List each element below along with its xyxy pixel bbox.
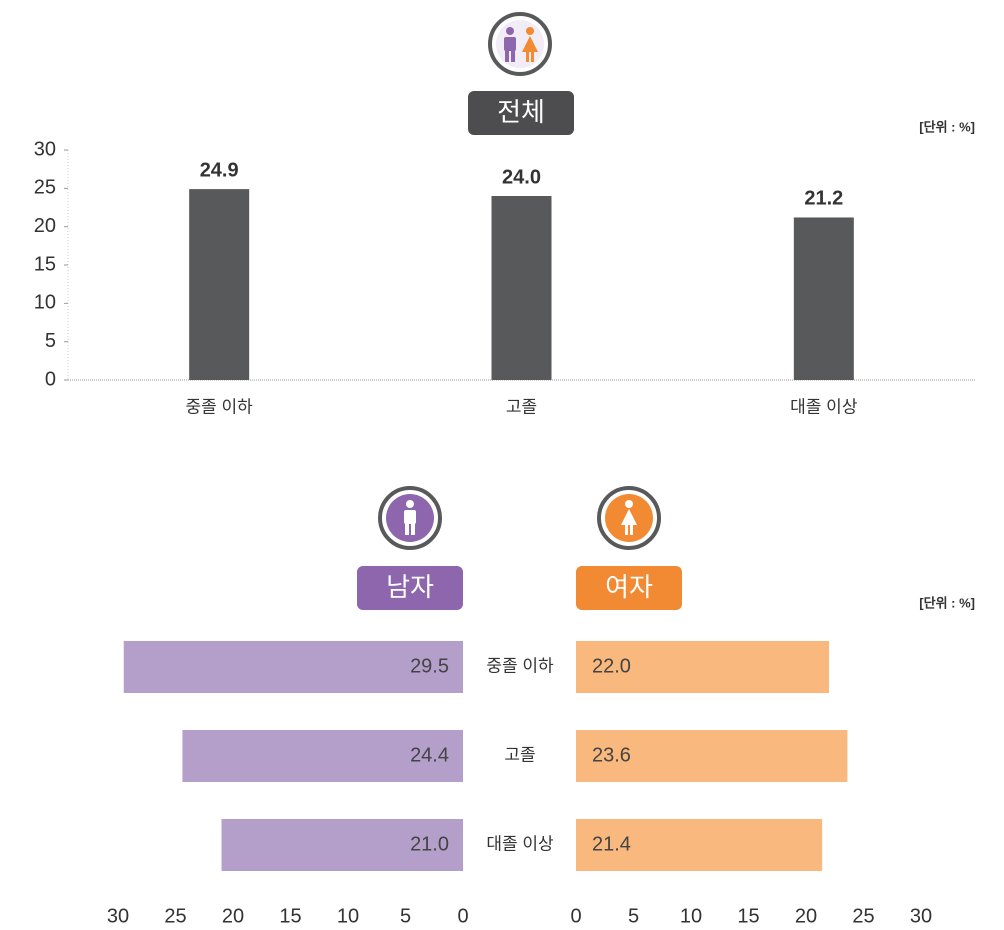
- x-tick-label: 20: [222, 905, 244, 927]
- bar: [182, 730, 463, 782]
- x-tick-label: 10: [337, 905, 359, 927]
- value-label: 24.9: [200, 159, 239, 181]
- female-icon: [597, 486, 661, 550]
- title-box: [468, 91, 574, 135]
- x-tick-label: 15: [279, 905, 301, 927]
- y-tick-label: 20: [34, 215, 56, 237]
- x-tick-label: 20: [795, 905, 817, 927]
- y-tick-label: 15: [34, 253, 56, 275]
- value-label: 21.0: [410, 833, 449, 855]
- bar: [123, 641, 463, 693]
- bar: [189, 189, 250, 380]
- bar: [576, 641, 829, 693]
- y-tick-label: 10: [34, 292, 56, 314]
- y-tick-label: 5: [45, 330, 56, 352]
- value-label: 24.0: [502, 166, 541, 188]
- x-tick-label: 5: [400, 905, 411, 927]
- title: 여자: [605, 572, 653, 602]
- male-icon: [378, 486, 442, 550]
- value-label: 29.5: [410, 655, 449, 677]
- x-tick-label: 15: [737, 905, 759, 927]
- bar: [491, 196, 552, 380]
- y-tick-label: 0: [45, 368, 56, 390]
- value-label: 23.6: [592, 744, 631, 766]
- title: 전체: [497, 97, 545, 127]
- category-label: 대졸 이상: [486, 834, 554, 853]
- unit-label: [단위 : %]: [919, 119, 975, 134]
- x-tick-label: 25: [164, 905, 186, 927]
- value-label: 24.4: [410, 744, 449, 766]
- category-label: 고졸: [504, 745, 535, 764]
- y-tick-label: 25: [34, 177, 56, 199]
- bar: [793, 217, 854, 380]
- x-tick-label: 30: [107, 905, 129, 927]
- x-tick-label: 중졸 이하: [186, 397, 254, 416]
- y-tick-label: 30: [34, 138, 56, 160]
- bar: [576, 730, 848, 782]
- x-tick-label: 대졸 이상: [790, 397, 858, 416]
- bar: [576, 819, 823, 871]
- value-label: 22.0: [592, 655, 631, 677]
- value-label: 21.4: [592, 833, 631, 855]
- title: 남자: [386, 572, 434, 602]
- x-tick-label: 5: [628, 905, 639, 927]
- x-tick-label: 25: [852, 905, 874, 927]
- x-tick-label: 0: [570, 905, 581, 927]
- bar: [221, 819, 463, 871]
- title-box: [576, 566, 682, 610]
- unit-label: [단위 : %]: [919, 595, 975, 610]
- value-label: 21.2: [804, 188, 843, 210]
- x-tick-label: 고졸: [506, 397, 537, 416]
- x-tick-label: 10: [680, 905, 702, 927]
- x-tick-label: 0: [457, 905, 468, 927]
- title-box: [357, 566, 463, 610]
- couple-icon: [488, 12, 552, 76]
- x-tick-label: 30: [910, 905, 932, 927]
- category-label: 중졸 이하: [486, 656, 554, 675]
